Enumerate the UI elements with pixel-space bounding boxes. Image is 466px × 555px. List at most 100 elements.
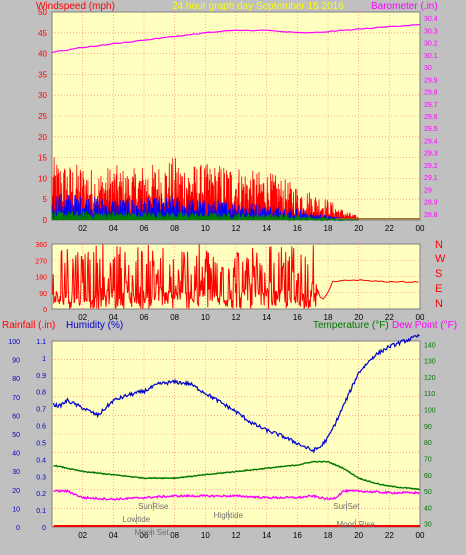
temperature-y-tick-label: 100 [424,408,436,415]
temperature-axis-title: Temperature (°F) [313,320,389,331]
humidity-y-tick-label: 60 [12,413,20,420]
barometer-y-tick-label: 30.2 [424,41,438,48]
humidity-y-tick-label: 20 [12,488,20,495]
temperature-y-tick-label: 130 [424,359,436,366]
direction-y-tick-label: 90 [39,291,47,298]
wind-y-tick-label: 35 [38,70,47,79]
temperature-y-tick-label: 80 [424,440,432,447]
direction-panel-x-tick-label: 02 [78,313,87,322]
dewpoint-series [53,488,421,502]
climate-panel-x-tick-label: 08 [170,531,179,540]
barometer-y-tick-label: 30.1 [424,53,438,60]
barometer-series [51,23,421,54]
annotation-label: SunRise [138,502,169,511]
barometer-y-tick-label: 29.3 [424,151,438,158]
direction-panel-x-tick-label: 04 [109,313,118,322]
dewpoint-axis-title: Dew Point (°F) [392,320,458,331]
direction-panel-x-tick-label: 18 [324,313,333,322]
rainfall-axis-title: Rainfall (.in) [2,320,56,331]
temperature-y-tick-label: 70 [424,456,432,463]
wind-panel-x-tick-label: 08 [170,224,179,233]
temperature-y-tick-label: 120 [424,375,436,382]
wind-y-tick-label: 45 [38,29,47,38]
direction-label-e: E [435,283,443,295]
climate-panel-x-tick-label: 00 [416,531,425,540]
direction-y-tick-label: 360 [35,242,47,249]
direction-label-n-top: N [435,239,443,251]
barometer-y-tick-label: 29.4 [424,138,438,145]
climate-panel-x-tick-label: 20 [354,531,363,540]
wind-y-tick-label: 40 [38,50,47,59]
wind-y-tick-label: 5 [43,195,48,204]
humidity-y-tick-label: 90 [12,358,20,365]
barometer-y-tick-label: 29.5 [424,126,438,133]
temperature-y-tick-label: 50 [424,489,432,496]
wind-panel-x-tick-label: 18 [324,224,333,233]
rainfall-y-tick-label: 0.4 [36,457,46,464]
temperature-y-tick-label: 30 [424,522,432,529]
wind-panel-x-tick-label: 22 [385,224,394,233]
barometer-y-tick-label: 30.4 [424,16,438,23]
rainfall-y-tick-label: 0.7 [36,407,46,414]
climate-panel-x-tick-label: 12 [232,531,241,540]
barometer-y-tick-label: 29.7 [424,102,438,109]
wind-panel-x-tick-label: 20 [354,224,363,233]
wind-panel-x-tick-label: 10 [201,224,210,233]
temperature-y-tick-label: 140 [424,342,436,349]
rainfall-y-tick-label: 0.5 [36,440,46,447]
humidity-series [52,333,420,454]
temperature-y-tick-label: 40 [424,505,432,512]
wind-y-tick-label: 10 [38,174,47,183]
humidity-y-tick-label: 50 [12,432,20,439]
humidity-y-tick-label: 0 [16,525,20,532]
rainfall-y-tick-label: 1.1 [36,339,46,346]
wind-panel-x-tick-label: 06 [140,224,149,233]
humidity-y-tick-label: 30 [12,469,20,476]
climate-panel-x-tick-label: 14 [262,531,271,540]
direction-label-n-bottom: N [435,298,443,310]
rainfall-y-tick-label: 1 [42,356,46,363]
direction-panel-x-tick-label: 10 [201,313,210,322]
wind-y-tick-label: 15 [38,154,47,163]
barometer-y-tick-label: 28.9 [424,200,438,207]
annotation-label: Hightide [214,511,244,520]
direction-y-tick-label: 0 [43,307,47,314]
humidity-y-tick-label: 100 [8,339,20,346]
rainfall-y-tick-label: 0.2 [36,491,46,498]
wind-panel-x-tick-label: 02 [78,224,87,233]
direction-panel-x-tick-label: 22 [385,313,394,322]
wind-low-series [51,210,359,222]
temperature-y-tick-label: 60 [424,473,432,480]
direction-panel-x-tick-label: 20 [354,313,363,322]
humidity-axis-title: Humidity (%) [66,320,124,331]
climate-panel-x-tick-label: 22 [385,531,394,540]
climate-panel-x-tick-label: 10 [201,531,210,540]
annotation-label: SunSet [333,502,360,511]
barometer-y-tick-label: 29.1 [424,175,438,182]
direction-panel-x-tick-label: 08 [170,313,179,322]
direction-panel-x-tick-label: 00 [416,313,425,322]
rainfall-y-tick-label: 0.9 [36,373,46,380]
direction-y-tick-label: 270 [35,258,47,265]
wind-panel-x-tick-label: 04 [109,224,118,233]
humidity-y-tick-label: 80 [12,376,20,383]
period-title: 24 hour graph day September 15 2016 [172,1,344,12]
wind-panel-x-tick-label: 14 [262,224,271,233]
wind-y-tick-label: 50 [38,8,47,17]
direction-label-w: W [435,253,446,265]
climate-panel-x-tick-label: 02 [78,531,87,540]
climate-panel-x-tick-label: 18 [324,531,333,540]
barometer-title: Barometer (.in) [371,1,438,12]
annotation-label: Moon Rise [336,520,375,529]
wind-panel-x-tick-label: 12 [232,224,241,233]
temperature-y-tick-label: 90 [424,424,432,431]
windspeed-title: Windspeed (mph) [36,1,115,12]
humidity-y-tick-label: 40 [12,451,20,458]
rainfall-y-tick-label: 0.1 [36,508,46,515]
wind-panel-x-tick-label: 00 [416,224,425,233]
humidity-y-tick-label: 70 [12,395,20,402]
direction-y-tick-label: 180 [35,275,47,282]
direction-panel-x-tick-label: 16 [293,313,302,322]
wind-y-tick-label: 0 [43,216,48,225]
